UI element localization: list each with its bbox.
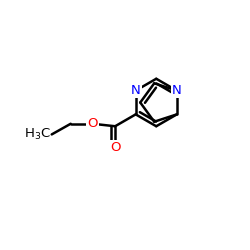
Text: O: O [110, 141, 120, 154]
Text: N: N [172, 84, 182, 97]
Text: H$_3$C: H$_3$C [24, 127, 50, 142]
Text: O: O [87, 117, 98, 130]
Text: N: N [131, 84, 140, 97]
